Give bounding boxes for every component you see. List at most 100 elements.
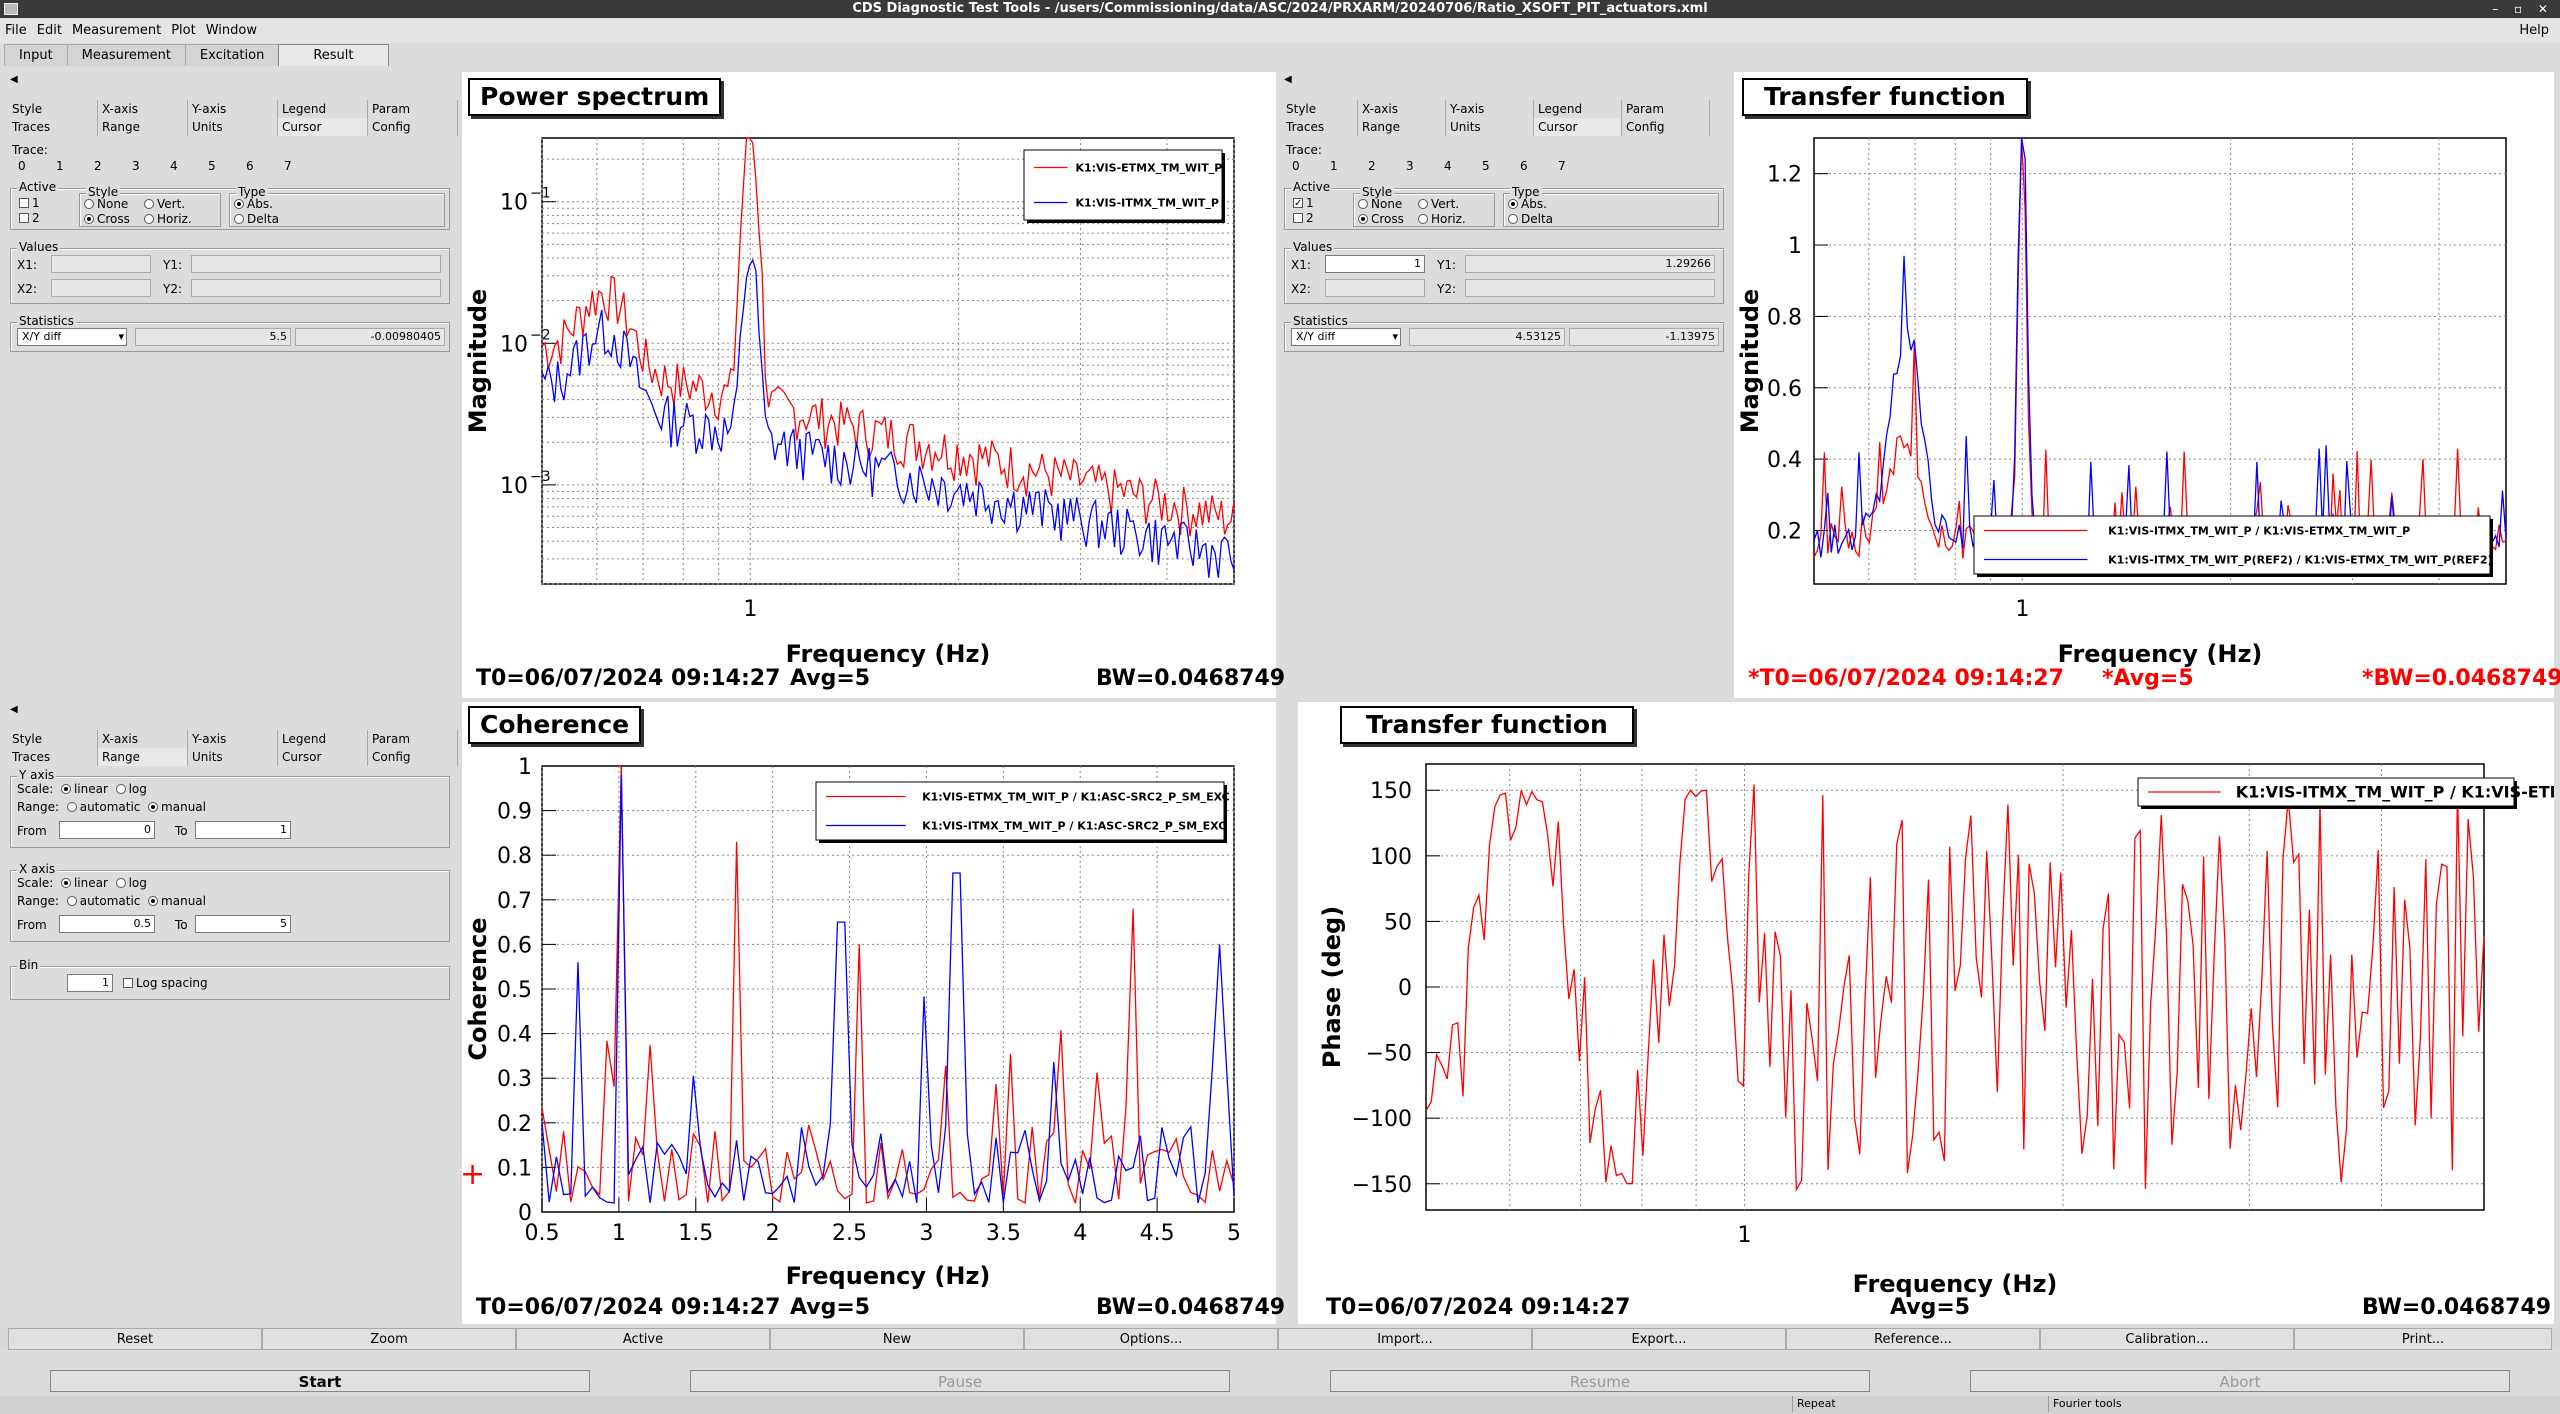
x2-field[interactable] [51, 279, 151, 297]
style-vert-radio[interactable]: Vert. [1418, 196, 1459, 212]
log-spacing-checkbox[interactable]: Log spacing [123, 975, 208, 991]
opt-tab-units[interactable]: Units [188, 748, 278, 766]
opt-tab-traces[interactable]: Traces [8, 118, 98, 136]
opt-tab-xaxis[interactable]: X-axis [1358, 100, 1446, 118]
x2-field[interactable] [1325, 279, 1425, 297]
type-abs-radio[interactable]: Abs. [234, 196, 273, 212]
active-1-checkbox[interactable]: 1 [19, 195, 40, 211]
tab-excitation[interactable]: Excitation [184, 44, 280, 66]
menu-window[interactable]: Window [205, 23, 257, 38]
active-button[interactable]: Active [516, 1328, 770, 1350]
opt-tab-config[interactable]: Config [368, 118, 458, 136]
opt-tab-range[interactable]: Range [1358, 118, 1446, 136]
style-horiz-radio[interactable]: Horiz. [1418, 211, 1466, 227]
opt-tab-param[interactable]: Param [368, 730, 458, 748]
y-from-field[interactable]: 0 [59, 821, 155, 839]
opt-tab-xaxis[interactable]: X-axis [98, 730, 188, 748]
opt-tab-style[interactable]: Style [8, 100, 98, 118]
opt-tab-units[interactable]: Units [1446, 118, 1534, 136]
x-log-radio[interactable]: log [115, 876, 147, 890]
opt-tab-style[interactable]: Style [8, 730, 98, 748]
coherence-pane[interactable]: 0.5 1 1.5 2 2.5 3 3.5 4 4.5 5 1 0.9 0.8 0.7 0.6 0.5 0.4 0… [462, 702, 1276, 1324]
active-1-checkbox[interactable]: 1 [1293, 195, 1314, 212]
x-from-field[interactable]: 0.5 [59, 915, 155, 933]
start-button[interactable]: Start [50, 1370, 590, 1392]
y1-field[interactable] [191, 255, 441, 273]
transfer-function-phase-pane[interactable]: 150 100 50 0 −50 −100 −150 1 Frequency (Hz) Phase… [1298, 702, 2554, 1324]
style-none-radio[interactable]: None [1358, 196, 1402, 212]
opt-tab-cursor[interactable]: Cursor [278, 118, 368, 136]
pause-button[interactable]: Pause [690, 1370, 1230, 1392]
type-abs-radio[interactable]: Abs. [1508, 196, 1547, 212]
transfer-function-magnitude-pane[interactable]: 1.2 1 0.8 0.6 0.4 0.2 1 Frequency (Hz) Magnitude… [1734, 72, 2554, 698]
stat-mode-select[interactable]: X/Y diff ▾ [1291, 328, 1401, 346]
active-2-checkbox[interactable]: 2 [19, 210, 40, 226]
y-manual-radio[interactable]: manual [148, 800, 206, 814]
x1-field[interactable] [51, 255, 151, 273]
opt-tab-config[interactable]: Config [1622, 118, 1710, 136]
opt-tab-param[interactable]: Param [368, 100, 458, 118]
x-linear-radio[interactable]: linear [60, 876, 108, 890]
opt-tab-traces[interactable]: Traces [1282, 118, 1358, 136]
style-horiz-radio[interactable]: Horiz. [144, 211, 192, 227]
x-automatic-radio[interactable]: automatic [66, 894, 140, 908]
stat-mode-select[interactable]: X/Y diff ▾ [17, 328, 127, 346]
opt-tab-cursor[interactable]: Cursor [278, 748, 368, 766]
window-controls[interactable]: – ▫ ✕ [2492, 2, 2554, 16]
opt-tab-legend[interactable]: Legend [278, 730, 368, 748]
export-button[interactable]: Export... [1532, 1328, 1786, 1350]
opt-tab-config[interactable]: Config [368, 748, 458, 766]
opt-tab-units[interactable]: Units [188, 118, 278, 136]
opt-tab-legend[interactable]: Legend [1534, 100, 1622, 118]
opt-tab-param[interactable]: Param [1622, 100, 1710, 118]
style-none-radio[interactable]: None [84, 196, 128, 212]
y2-field[interactable] [191, 279, 441, 297]
type-delta-radio[interactable]: Delta [1508, 211, 1553, 227]
opt-tab-xaxis[interactable]: X-axis [98, 100, 188, 118]
x-manual-radio[interactable]: manual [148, 894, 206, 908]
collapse-arrow-icon[interactable]: ◀ [1284, 74, 1292, 85]
y2-field[interactable] [1465, 279, 1715, 297]
style-vert-radio[interactable]: Vert. [144, 196, 185, 212]
collapse-arrow-icon[interactable]: ◀ [10, 704, 18, 715]
type-delta-radio[interactable]: Delta [234, 211, 279, 227]
print-button[interactable]: Print... [2294, 1328, 2552, 1350]
menu-edit[interactable]: Edit [36, 23, 62, 38]
options-button[interactable]: Options... [1024, 1328, 1278, 1350]
calibration-button[interactable]: Calibration... [2040, 1328, 2294, 1350]
opt-tab-cursor[interactable]: Cursor [1534, 118, 1622, 136]
tab-result[interactable]: Result [278, 44, 389, 66]
y-linear-radio[interactable]: linear [60, 782, 108, 796]
opt-tab-range[interactable]: Range [98, 118, 188, 136]
y-automatic-radio[interactable]: automatic [66, 800, 140, 814]
menu-file[interactable]: File [5, 23, 27, 38]
opt-tab-yaxis[interactable]: Y-axis [1446, 100, 1534, 118]
import-button[interactable]: Import... [1278, 1328, 1532, 1350]
opt-tab-yaxis[interactable]: Y-axis [188, 730, 278, 748]
zoom-button[interactable]: Zoom [262, 1328, 516, 1350]
new-button[interactable]: New [770, 1328, 1024, 1350]
active-2-checkbox[interactable]: 2 [1293, 210, 1314, 226]
tab-measurement[interactable]: Measurement [66, 44, 186, 66]
opt-tab-legend[interactable]: Legend [278, 100, 368, 118]
menu-measurement[interactable]: Measurement [71, 23, 162, 38]
opt-tab-style[interactable]: Style [1282, 100, 1358, 118]
opt-tab-range[interactable]: Range [98, 748, 188, 766]
y-log-radio[interactable]: log [115, 782, 147, 796]
resume-button[interactable]: Resume [1330, 1370, 1870, 1392]
opt-tab-yaxis[interactable]: Y-axis [188, 100, 278, 118]
y-to-field[interactable]: 1 [195, 821, 291, 839]
menu-help[interactable]: Help [2519, 23, 2549, 38]
y1-field[interactable]: 1.29266 [1465, 255, 1715, 273]
style-cross-radio[interactable]: Cross [84, 211, 130, 227]
menu-plot[interactable]: Plot [171, 23, 196, 38]
x1-field[interactable]: 1 [1325, 255, 1425, 273]
x-to-field[interactable]: 5 [195, 915, 291, 933]
tab-input[interactable]: Input [4, 44, 68, 66]
opt-tab-traces[interactable]: Traces [8, 748, 98, 766]
abort-button[interactable]: Abort [1970, 1370, 2510, 1392]
reset-button[interactable]: Reset [8, 1328, 262, 1350]
